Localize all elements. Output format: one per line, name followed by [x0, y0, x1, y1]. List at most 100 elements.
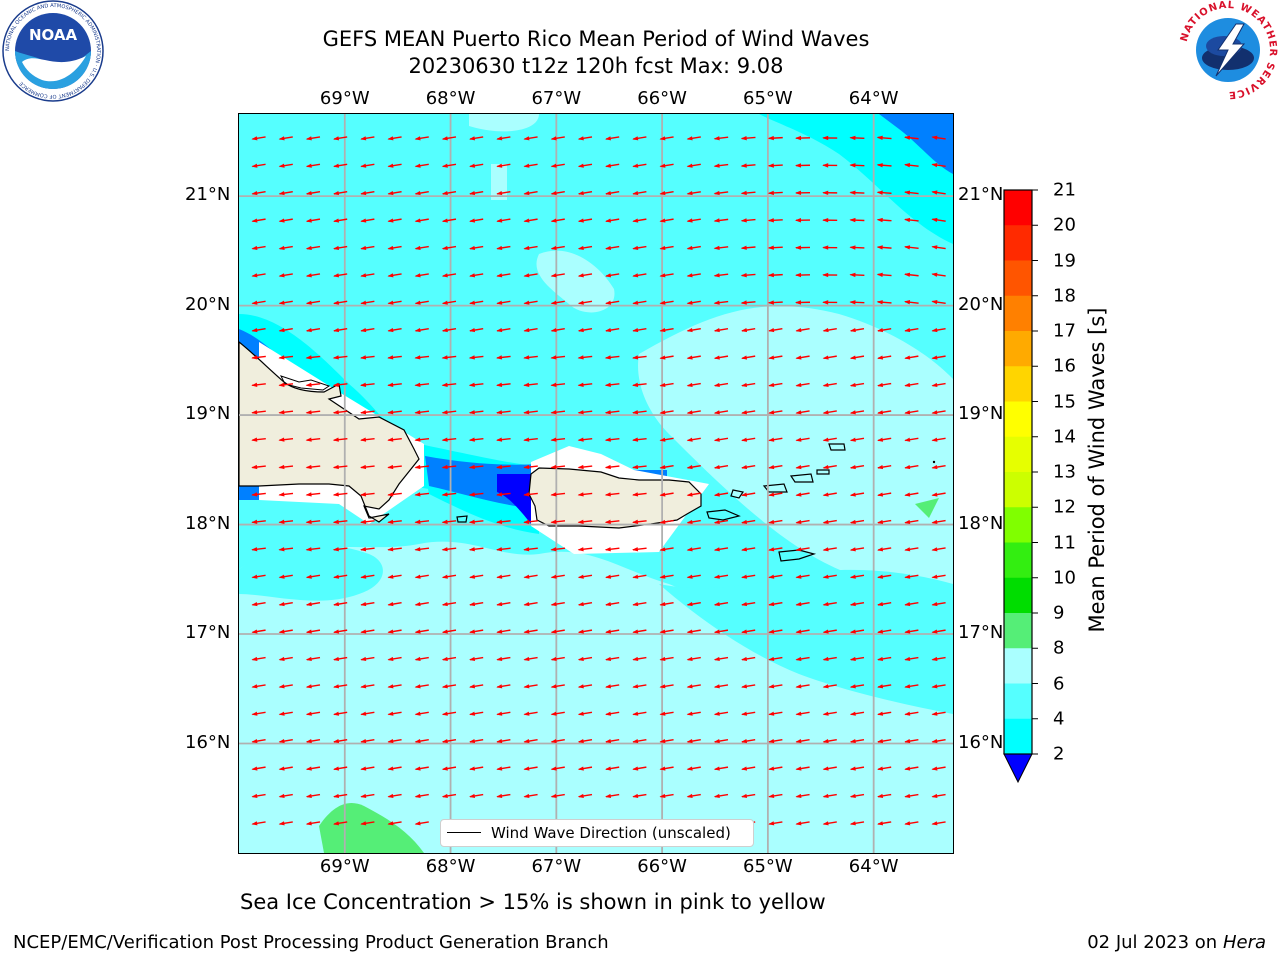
colorbar-segment	[1004, 436, 1032, 473]
wind-arrow	[441, 464, 457, 470]
wind-arrow	[387, 821, 402, 826]
lat-label-left: 16°N	[185, 731, 231, 753]
wind-arrow	[414, 464, 430, 470]
wind-arrow	[795, 190, 811, 196]
wind-arrow	[496, 163, 511, 168]
wind-arrow	[360, 437, 375, 442]
wind-arrow	[686, 410, 701, 415]
wind-arrow	[333, 574, 348, 579]
wind-arrow	[441, 245, 457, 250]
wind-arrow	[414, 355, 430, 360]
wind-arrow	[605, 684, 620, 689]
colorbar-segment	[1004, 613, 1032, 649]
land-culebra	[730, 489, 744, 499]
wind-arrow	[414, 519, 430, 524]
wind-arrow	[333, 328, 348, 333]
colorbar-tick-label: 14	[1053, 426, 1076, 448]
wind-arrow	[577, 574, 593, 579]
wind-arrow	[333, 821, 348, 826]
wind-arrow	[632, 328, 647, 333]
wind-arrow	[713, 465, 729, 470]
wind-arrow	[659, 273, 674, 278]
wind-arrow	[496, 602, 511, 607]
wind-arrow	[877, 465, 892, 470]
colorbar-tick-label: 2	[1053, 743, 1065, 765]
wind-arrow	[523, 437, 538, 442]
wind-arrow	[877, 656, 892, 661]
wind-arrow	[632, 300, 647, 305]
wind-arrow	[713, 410, 729, 415]
wind-arrow	[251, 574, 266, 579]
wind-arrow	[849, 465, 865, 470]
wind-arrow	[686, 328, 701, 333]
wind-arrow	[822, 574, 837, 579]
wind-arrow	[251, 410, 266, 415]
wind-arrow	[414, 382, 430, 387]
wind-arrow	[904, 602, 919, 607]
wind-arrow	[469, 245, 484, 250]
wind-arrow	[441, 300, 457, 305]
wind-arrow	[577, 602, 593, 607]
wind-arrow	[713, 629, 729, 634]
wind-arrow	[496, 191, 511, 196]
lat-label-left: 18°N	[185, 512, 231, 534]
wind-arrow	[795, 684, 810, 689]
wind-arrow	[523, 602, 538, 607]
wind-arrow	[305, 684, 321, 689]
wind-arrow	[360, 464, 375, 470]
lon-label-top: 68°W	[425, 88, 476, 109]
wind-arrow	[468, 382, 484, 387]
wind-arrow	[523, 191, 538, 196]
wind-arrow	[605, 656, 620, 661]
wind-arrow	[795, 410, 810, 415]
wind-arrow	[523, 492, 538, 497]
wind-arrow	[360, 602, 375, 607]
wind-arrow	[632, 136, 647, 141]
wind-arrow	[441, 273, 457, 278]
wind-arrow	[278, 464, 294, 470]
wind-arrow	[632, 711, 647, 716]
wind-arrow	[822, 629, 837, 634]
wind-arrow	[414, 300, 429, 305]
wind-arrow	[387, 711, 402, 716]
wind-arrow	[632, 382, 647, 387]
wind-arrow	[686, 574, 701, 579]
wind-arrow	[659, 218, 674, 223]
wind-arrow	[441, 382, 457, 387]
wind-arrow	[332, 355, 348, 360]
wind-arrow	[822, 217, 838, 223]
wind-arrow	[387, 273, 402, 278]
wind-arrow	[305, 437, 321, 442]
wind-arrow	[360, 821, 375, 826]
wind-arrow	[604, 410, 620, 415]
wind-arrow	[550, 410, 566, 415]
wind-arrow	[659, 410, 674, 415]
lat-label-right: 20°N	[958, 293, 1004, 315]
wind-arrow	[468, 355, 484, 360]
wind-arrow	[877, 519, 892, 524]
wind-arrow	[632, 191, 647, 196]
wind-arrow	[469, 136, 484, 141]
wind-arrow	[849, 821, 865, 826]
wind-arrow	[931, 711, 946, 716]
lon-label-top: 64°W	[848, 88, 899, 109]
wind-arrow	[523, 766, 538, 771]
wind-arrow	[741, 711, 756, 716]
wind-arrow	[469, 574, 484, 579]
wind-arrow	[523, 300, 538, 305]
wind-arrow	[332, 410, 348, 415]
wind-arrow	[659, 437, 674, 442]
wind-arrow	[632, 218, 647, 223]
wind-arrow	[795, 437, 810, 442]
colorbar-tick-label: 17	[1053, 320, 1076, 342]
wind-arrow	[469, 163, 484, 168]
wind-arrow	[577, 464, 593, 470]
wind-arrow	[686, 793, 701, 798]
colorbar-segment	[1004, 401, 1032, 438]
wind-arrow	[387, 793, 402, 798]
wind-arrow	[659, 684, 674, 689]
wind-arrow	[605, 218, 620, 223]
wind-arrow	[931, 135, 946, 140]
wind-arrow	[931, 217, 946, 223]
wind-arrow	[795, 574, 810, 579]
